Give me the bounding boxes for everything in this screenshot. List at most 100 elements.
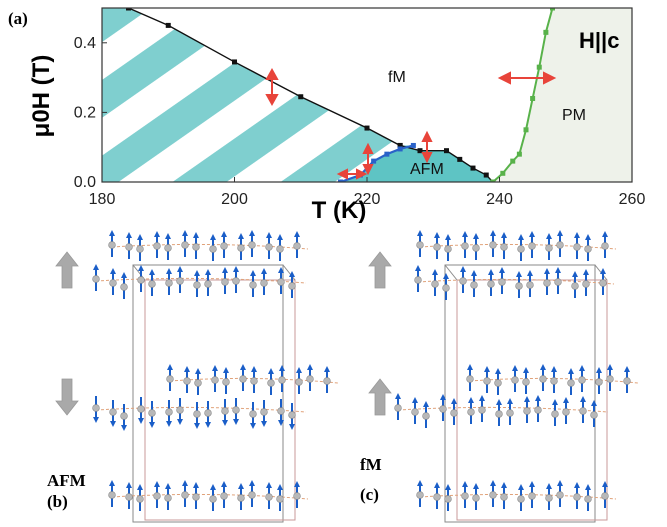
spin-layer: [92, 264, 307, 299]
atom: [276, 495, 284, 503]
atom: [562, 408, 570, 416]
atom: [523, 407, 531, 415]
x-tick-label: 200: [221, 191, 248, 208]
atom: [288, 282, 296, 290]
atom: [136, 245, 144, 253]
atom: [506, 409, 514, 417]
spin-structure-afm: AFM (b): [47, 230, 339, 523]
atom: [550, 377, 558, 385]
atom: [109, 279, 117, 287]
atom: [248, 491, 256, 499]
atom: [220, 492, 228, 500]
atom: [534, 406, 542, 414]
atom: [511, 376, 519, 384]
atom: [528, 492, 536, 500]
y-tick-label: 0.0: [74, 174, 96, 191]
atom: [165, 408, 173, 416]
atom: [573, 493, 581, 501]
atom: [416, 241, 424, 249]
atom: [461, 242, 469, 250]
atom: [515, 282, 523, 290]
atom: [582, 280, 590, 288]
atom: [416, 491, 424, 499]
atom: [545, 494, 553, 502]
atom: [571, 282, 579, 290]
spin-layer: [92, 396, 307, 431]
spin-layer: [416, 230, 617, 261]
x-tick-label: 220: [354, 191, 381, 208]
atom: [483, 377, 491, 385]
atom: [293, 242, 301, 250]
data-point: [500, 170, 506, 176]
data-point: [298, 94, 304, 100]
atom: [323, 377, 331, 385]
spin-layer: [416, 480, 617, 511]
atom: [394, 404, 402, 412]
atom: [595, 378, 603, 386]
atom: [164, 494, 172, 502]
atom: [599, 279, 607, 287]
data-point: [371, 158, 377, 164]
afm-region: [340, 145, 493, 182]
atom: [237, 494, 245, 502]
data-point: [516, 151, 522, 157]
hatched-region: [102, 8, 401, 182]
atom: [450, 409, 458, 417]
atom: [494, 379, 502, 387]
data-point: [397, 142, 403, 148]
atom: [489, 491, 497, 499]
atom: [573, 243, 581, 251]
atom: [567, 379, 575, 387]
spin-layer: [108, 230, 309, 261]
atom: [495, 410, 503, 418]
atom: [601, 242, 609, 250]
atom: [522, 378, 530, 386]
down-arrow-icon: [55, 378, 79, 416]
atom: [232, 406, 240, 414]
atom: [431, 280, 439, 288]
data-point: [550, 8, 555, 11]
data-point: [417, 148, 423, 154]
atom: [623, 377, 631, 385]
atom: [517, 495, 525, 503]
atom: [584, 495, 592, 503]
atom: [442, 284, 450, 292]
atom: [120, 283, 128, 291]
atom: [606, 375, 614, 383]
atom: [222, 378, 230, 386]
atom: [543, 279, 551, 287]
atom: [153, 242, 161, 250]
data-point: [165, 22, 171, 28]
atom: [211, 376, 219, 384]
up-arrow-icon: [368, 378, 392, 416]
atom: [578, 376, 586, 384]
atom: [220, 242, 228, 250]
atom: [459, 277, 467, 285]
atom: [556, 241, 564, 249]
atom: [125, 243, 133, 251]
atom: [526, 281, 534, 289]
atom: [444, 495, 452, 503]
atom: [194, 379, 202, 387]
data-point: [126, 8, 131, 11]
atom: [232, 277, 240, 285]
atom: [166, 375, 174, 383]
x-tick-label: 260: [619, 191, 646, 208]
atom: [528, 242, 536, 250]
atom: [92, 404, 100, 412]
atom: [545, 244, 553, 252]
unit-cell-box: [132, 264, 296, 523]
atom: [306, 375, 314, 383]
atom: [248, 241, 256, 249]
atom: [204, 409, 212, 417]
data-point: [483, 172, 489, 178]
up-arrow-icon: [368, 251, 392, 289]
atom: [148, 280, 156, 288]
y-axis-title: μ0H (T): [28, 55, 55, 138]
atom: [183, 377, 191, 385]
atom: [579, 407, 587, 415]
atom: [237, 244, 245, 252]
atom: [500, 493, 508, 501]
atom: [260, 408, 268, 416]
